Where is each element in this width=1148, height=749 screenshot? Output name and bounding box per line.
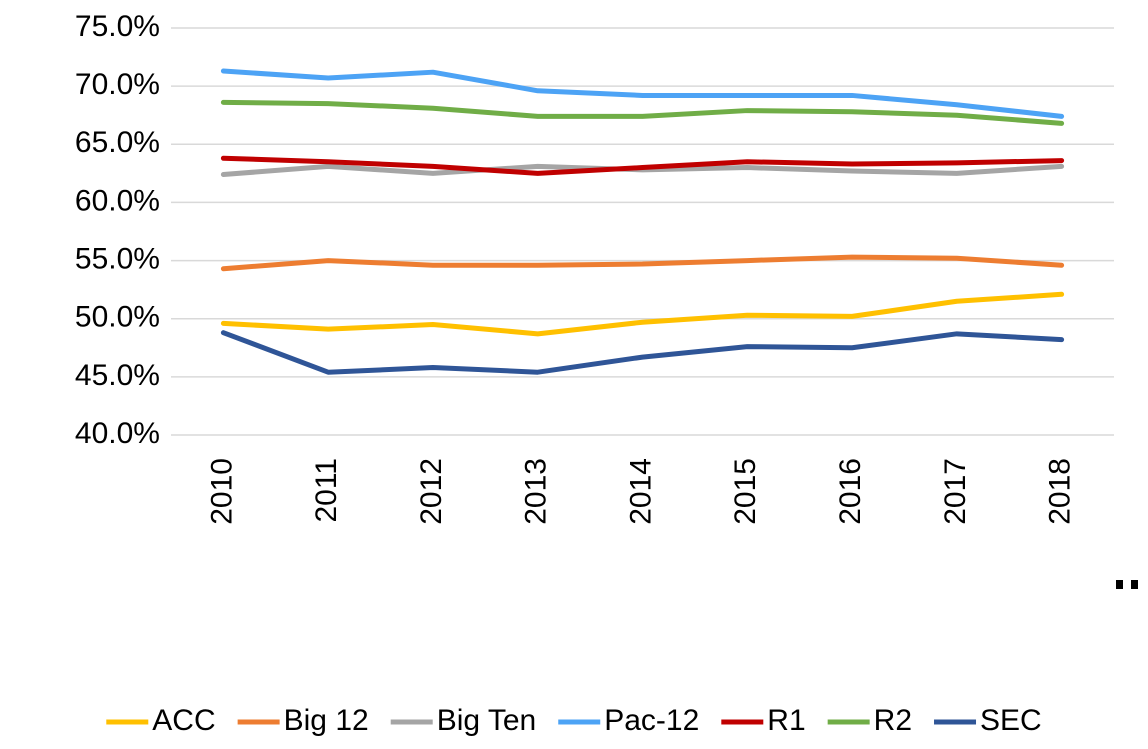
artifact	[1131, 580, 1138, 589]
series-line	[220, 330, 1065, 375]
y-tick-label: 50.0%	[75, 301, 160, 334]
legend-label: SEC	[980, 704, 1042, 737]
legend-label: R1	[767, 704, 805, 737]
y-tick-label: 70.0%	[75, 68, 160, 101]
series-line	[220, 254, 1065, 272]
x-tick-label: 2011	[310, 458, 343, 523]
x-tick-label: 2018	[1044, 458, 1077, 525]
y-tick-label: 65.0%	[75, 126, 160, 159]
legend-label: Big 12	[284, 704, 369, 737]
artifact	[1116, 580, 1123, 589]
x-tick-label: 2016	[834, 458, 867, 525]
x-tick-label: 2012	[415, 458, 448, 525]
x-tick-label: 2015	[729, 458, 762, 525]
y-tick-label: 45.0%	[75, 359, 160, 392]
y-tick-label: 75.0%	[75, 10, 160, 43]
x-tick-label: 2013	[520, 458, 553, 525]
x-tick-label: 2017	[939, 458, 972, 525]
series-line	[220, 99, 1065, 126]
series-line	[220, 291, 1065, 337]
y-tick-label: 55.0%	[75, 242, 160, 275]
legend-label: Pac-12	[604, 704, 699, 737]
y-tick-label: 60.0%	[75, 184, 160, 217]
y-tick-label: 40.0%	[75, 417, 160, 450]
legend-label: ACC	[152, 704, 215, 737]
x-tick-label: 2010	[205, 458, 238, 525]
series-line	[220, 155, 1065, 176]
legend-label: R2	[874, 704, 912, 737]
x-tick-label: 2014	[624, 458, 657, 525]
legend-label: Big Ten	[437, 704, 537, 737]
series-line	[220, 68, 1065, 119]
